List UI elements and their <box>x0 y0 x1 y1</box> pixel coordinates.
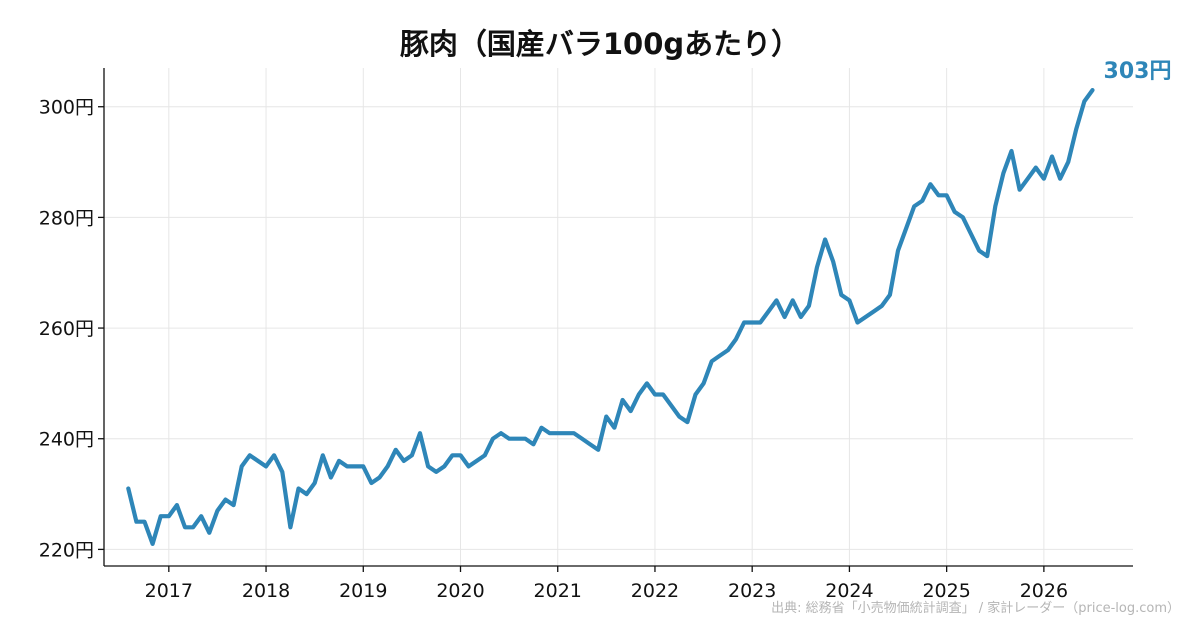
end-value-label: 303円 <box>1104 59 1172 84</box>
y-tick-label: 260円 <box>39 318 94 340</box>
x-tick-label: 2023 <box>728 580 776 602</box>
y-tick-label: 220円 <box>39 539 94 561</box>
x-tick-label: 2017 <box>145 580 193 602</box>
x-tick-label: 2021 <box>534 580 582 602</box>
y-tick-label: 280円 <box>39 207 94 229</box>
grid-lines <box>104 68 1133 566</box>
source-credit: 出典: 総務省「小売物価統計調査」 / 家計レーダー（price-log.com… <box>771 600 1180 616</box>
axes <box>98 68 1133 572</box>
y-tick-label: 300円 <box>39 97 94 119</box>
x-tick-label: 2022 <box>631 580 679 602</box>
y-tick-label: 240円 <box>39 429 94 451</box>
series-line <box>126 88 1095 546</box>
x-tick-label: 2018 <box>242 580 290 602</box>
x-tick-label: 2025 <box>922 580 970 602</box>
x-tick-labels: 2017 2018 2019 2020 2021 2022 2023 2024 2025 2026 <box>145 580 1068 602</box>
x-tick-label: 2019 <box>339 580 387 602</box>
chart-title: 豚肉（国産バラ100gあたり） <box>400 27 800 61</box>
x-tick-label: 2020 <box>436 580 484 602</box>
x-tick-label: 2024 <box>825 580 873 602</box>
y-tick-labels: 220円 240円 260円 280円 300円 <box>39 97 94 562</box>
x-tick-label: 2026 <box>1020 580 1068 602</box>
